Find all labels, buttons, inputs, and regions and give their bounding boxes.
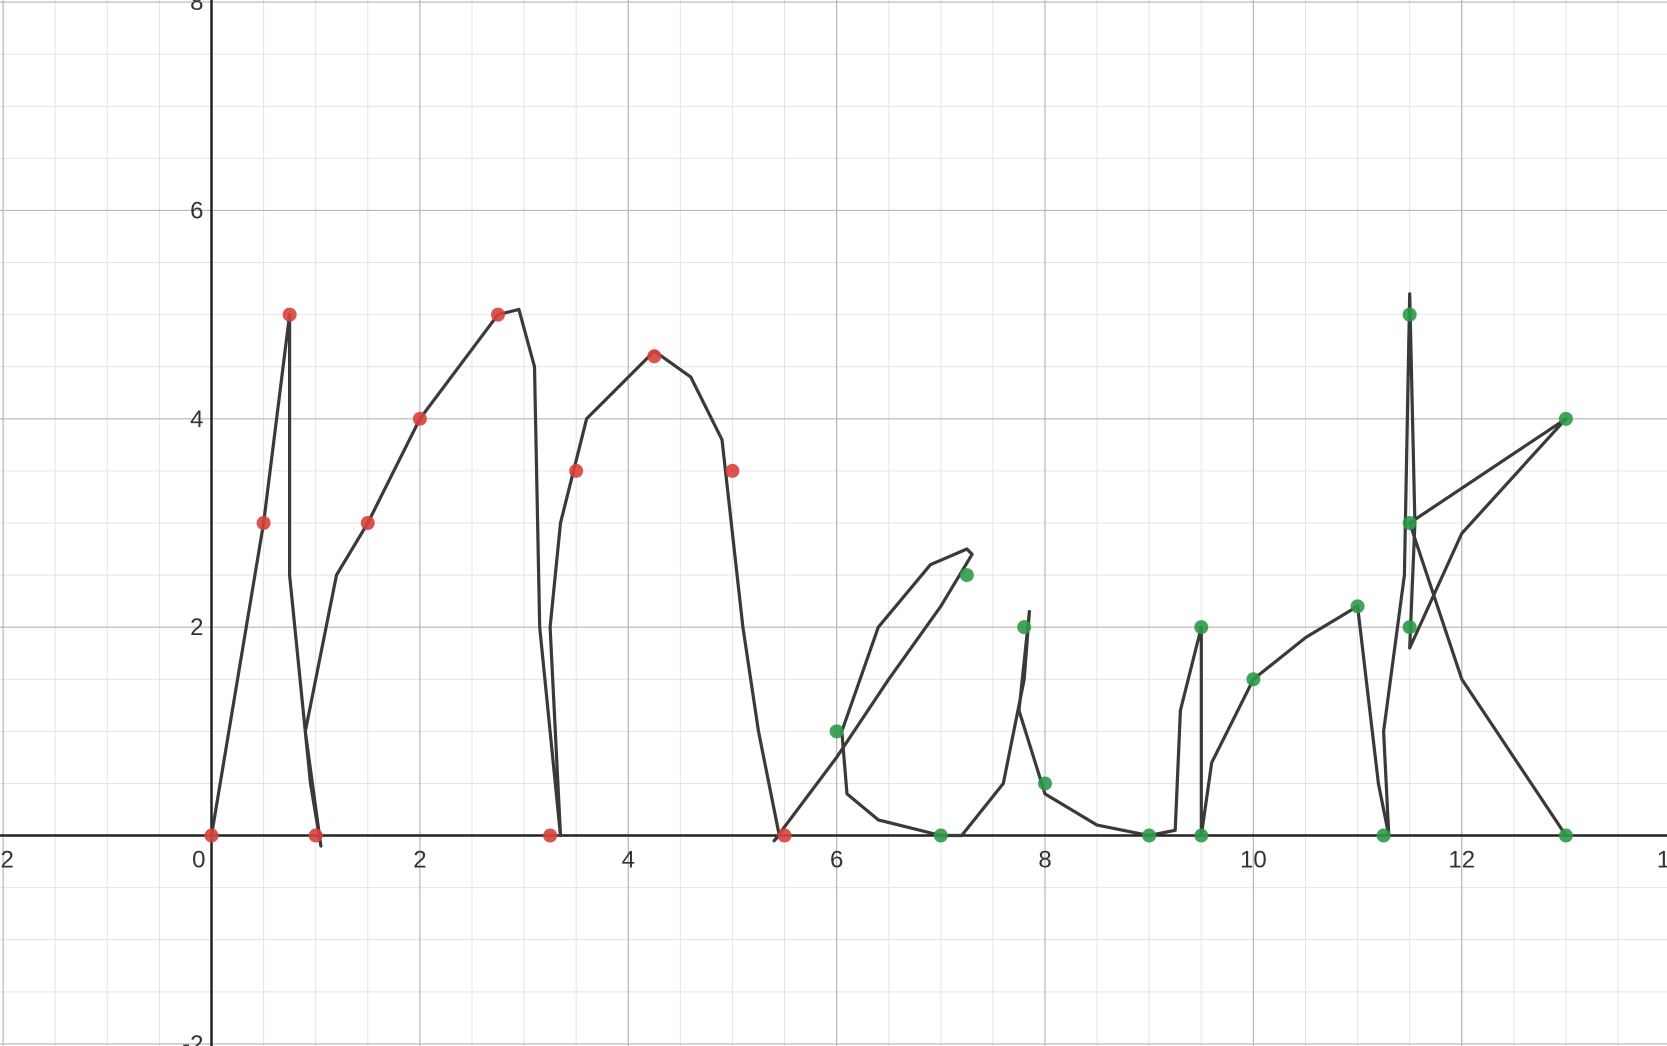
- x-tick-label: 8: [1038, 847, 1051, 874]
- y-tick-label: 2: [190, 614, 203, 641]
- point: [1350, 599, 1365, 614]
- curve: [209, 292, 1568, 848]
- point: [1402, 307, 1417, 322]
- point: [725, 463, 740, 478]
- y-tick-label: 6: [190, 197, 203, 224]
- point: [360, 516, 375, 530]
- x-tick-label: 14: [1657, 847, 1667, 874]
- x-tick-label: 12: [1448, 847, 1475, 874]
- point: [491, 307, 506, 322]
- point: [933, 828, 948, 843]
- point: [308, 828, 323, 843]
- x-tick-label: 2: [413, 847, 426, 874]
- point: [647, 349, 662, 364]
- point: [543, 828, 558, 843]
- x-tick-label: -2: [0, 847, 14, 874]
- point: [1402, 620, 1417, 635]
- y-tick-label: 4: [190, 406, 203, 433]
- x-tick-label: 10: [1240, 847, 1267, 874]
- x-tick-label: 0: [192, 847, 205, 874]
- point: [282, 307, 297, 322]
- point: [829, 724, 844, 739]
- point: [959, 568, 974, 583]
- x-tick-label: 4: [622, 847, 635, 874]
- point: [412, 411, 427, 426]
- point: [1402, 516, 1417, 530]
- x-tick-label: 6: [830, 847, 843, 874]
- point: [1558, 828, 1573, 843]
- point: [204, 828, 219, 843]
- point: [1142, 828, 1157, 843]
- point: [1558, 411, 1573, 426]
- point: [569, 463, 584, 478]
- point: [777, 828, 792, 843]
- point: [256, 516, 271, 530]
- y-tick-label: -2: [182, 1031, 203, 1046]
- y-tick-label: 8: [190, 0, 203, 16]
- point: [1194, 828, 1209, 843]
- point: [1038, 776, 1053, 791]
- point: [1246, 672, 1261, 687]
- point: [1376, 828, 1391, 843]
- point: [1017, 620, 1032, 635]
- point: [1194, 620, 1209, 635]
